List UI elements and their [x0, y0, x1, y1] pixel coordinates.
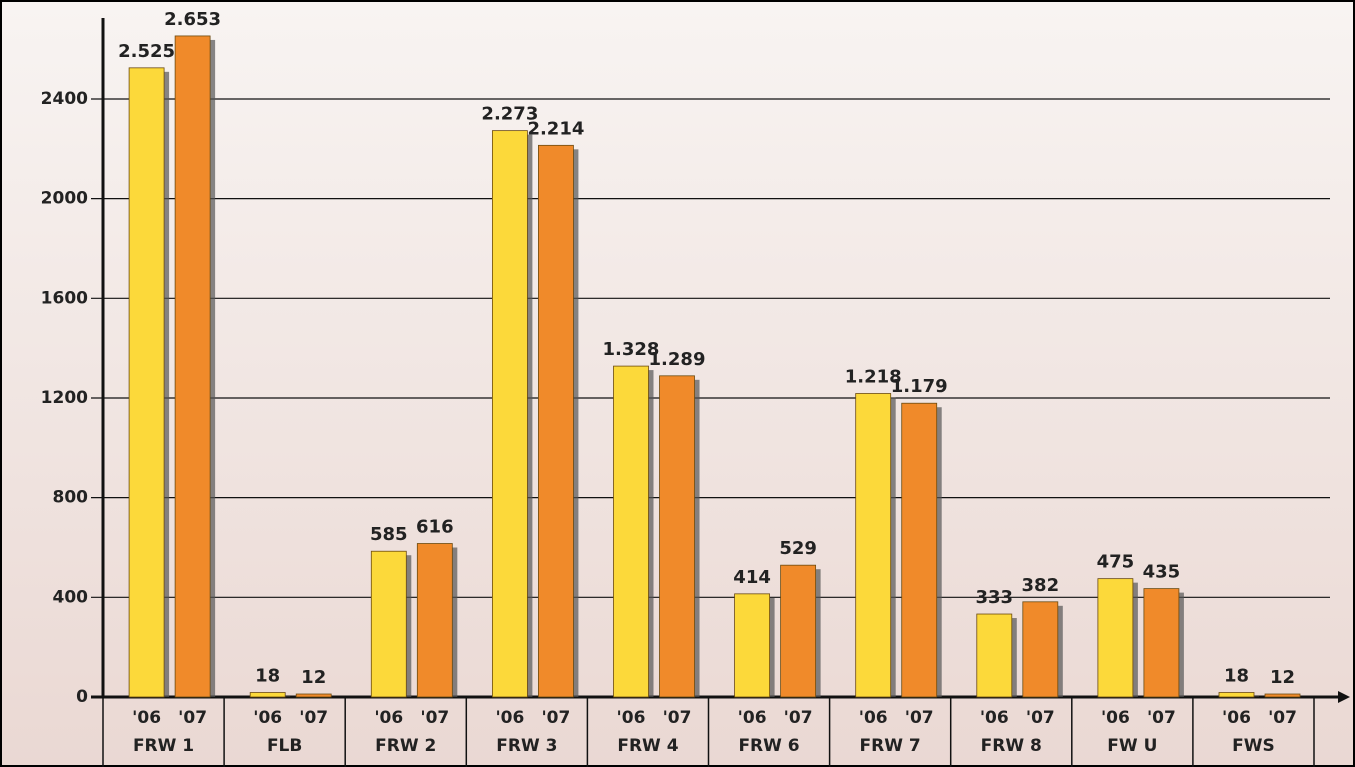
- x-group-label: FRW 6: [738, 736, 799, 756]
- x-sub-label: '06: [495, 708, 524, 728]
- value-label: 2.214: [527, 118, 584, 139]
- x-sub-label: '07: [663, 708, 692, 728]
- x-group-label: FRW 2: [375, 736, 436, 756]
- x-sub-label: '06: [253, 708, 282, 728]
- bar: [1265, 694, 1300, 697]
- y-tick-label: 800: [53, 488, 89, 508]
- value-label: 2.525: [118, 41, 175, 62]
- y-tick-label: 1200: [41, 388, 88, 408]
- x-sub-label: '07: [178, 708, 207, 728]
- bar: [1098, 579, 1133, 697]
- bar: [417, 544, 452, 697]
- bar: [660, 376, 695, 697]
- x-group-label: FRW 1: [133, 736, 194, 756]
- x-group-label: FRW 3: [496, 736, 557, 756]
- value-label: 475: [1097, 552, 1135, 573]
- y-tick-label: 2000: [41, 189, 88, 209]
- x-sub-label: '06: [374, 708, 403, 728]
- y-tick-label: 1600: [41, 288, 88, 308]
- value-label: 18: [255, 666, 280, 687]
- value-label: 333: [976, 587, 1014, 608]
- x-sub-label: '07: [299, 708, 328, 728]
- x-sub-label: '07: [1026, 708, 1055, 728]
- x-sub-label: '07: [1147, 708, 1176, 728]
- bar: [902, 403, 937, 697]
- y-tick-label: 400: [53, 587, 89, 607]
- bar: [250, 693, 285, 697]
- value-label: 616: [416, 517, 454, 538]
- x-group-label: FWS: [1232, 736, 1275, 756]
- value-label: 12: [301, 667, 326, 688]
- x-sub-label: '07: [541, 708, 570, 728]
- x-group-label: FRW 8: [981, 736, 1042, 756]
- bar: [1219, 693, 1254, 697]
- x-group-label: FW U: [1107, 736, 1157, 756]
- y-tick-label: 2400: [41, 89, 88, 109]
- y-tick-label: 0: [76, 687, 88, 707]
- bar: [492, 131, 527, 697]
- x-sub-label: '06: [617, 708, 646, 728]
- value-label: 2.653: [164, 9, 221, 30]
- bar: [538, 145, 573, 697]
- x-sub-label: '06: [859, 708, 888, 728]
- bar: [977, 614, 1012, 697]
- bar: [1023, 602, 1058, 697]
- x-sub-label: '06: [738, 708, 767, 728]
- bar: [371, 551, 406, 697]
- x-sub-label: '06: [980, 708, 1009, 728]
- bar: [1144, 589, 1179, 697]
- x-sub-label: '06: [1222, 708, 1251, 728]
- x-group-label: FRW 7: [860, 736, 921, 756]
- x-sub-label: '07: [784, 708, 813, 728]
- chart: 0 400 800 1200 1600 2000 2400 FRW 1 2.525 '06 2.65…: [0, 0, 1355, 767]
- bar: [175, 36, 210, 697]
- bar: [613, 366, 648, 697]
- x-sub-label: '07: [1268, 708, 1297, 728]
- value-label: 382: [1022, 575, 1060, 596]
- x-sub-label: '07: [905, 708, 934, 728]
- value-label: 1.179: [891, 376, 948, 397]
- bar: [129, 68, 164, 697]
- value-label: 414: [733, 567, 771, 588]
- value-label: 529: [779, 538, 817, 559]
- bar: [296, 694, 331, 697]
- x-group-label: FRW 4: [617, 736, 678, 756]
- value-label: 585: [370, 524, 408, 545]
- bar: [735, 594, 770, 697]
- x-sub-label: '06: [1101, 708, 1130, 728]
- value-label: 435: [1143, 562, 1181, 583]
- x-sub-label: '07: [420, 708, 449, 728]
- value-label: 1.289: [649, 349, 706, 370]
- bar: [856, 394, 891, 697]
- value-label: 18: [1224, 666, 1249, 687]
- x-sub-label: '06: [132, 708, 161, 728]
- bar: [781, 565, 816, 697]
- value-label: 12: [1270, 667, 1295, 688]
- x-group-label: FLB: [267, 736, 302, 756]
